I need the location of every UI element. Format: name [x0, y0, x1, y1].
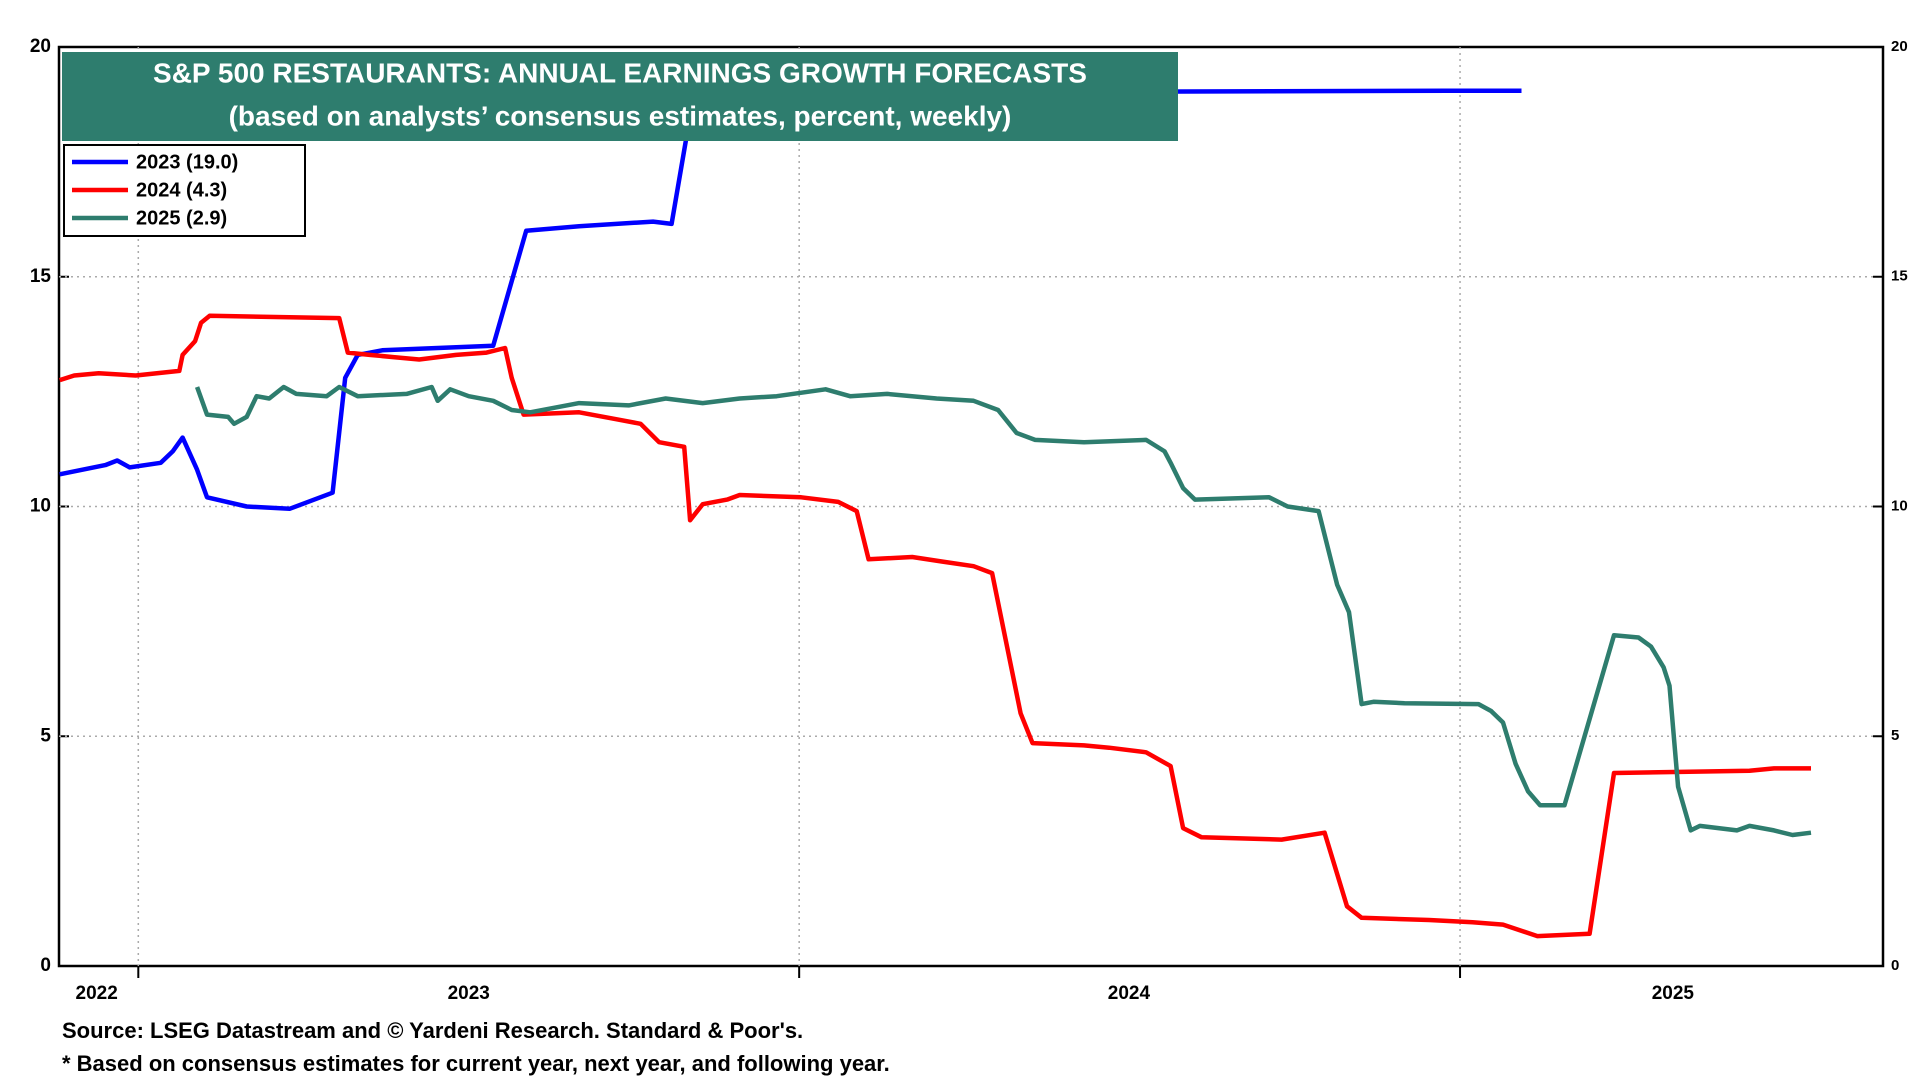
y-tick-label: 10: [30, 496, 51, 517]
y2-tick-label: 20: [1891, 38, 1908, 55]
y2-tick-label: 15: [1891, 268, 1908, 285]
x-tick-label: 2025: [1652, 983, 1695, 1004]
y2-tick-label: 0: [1891, 957, 1899, 974]
legend: 2023 (19.0) 2024 (4.3) 2025 (2.9): [72, 151, 238, 229]
y-tick-label: 5: [40, 725, 51, 746]
legend-label: 2024 (4.3): [136, 179, 227, 201]
legend-label: 2025 (2.9): [136, 207, 227, 229]
series-line: [59, 313, 1811, 939]
lines: [59, 88, 1812, 939]
x-tick-label: 2024: [1108, 983, 1151, 1004]
legend-label: 2023 (19.0): [136, 151, 238, 173]
series-line: [194, 384, 1812, 838]
grid: 0 5 10 15 20 0 5 10 15 20 2022 2023 2024 2025: [30, 36, 1908, 1004]
source-note: Source: LSEG Datastream and © Yardeni Re…: [62, 1018, 803, 1043]
x-tick-label: 2023: [448, 983, 490, 1004]
y-tick-label: 0: [40, 955, 51, 976]
title-box: [62, 52, 1178, 141]
series-line: [59, 88, 1522, 512]
y2-tick-label: 5: [1891, 727, 1899, 744]
y-tick-label: 15: [30, 266, 52, 287]
x-tick-label: 2022: [76, 983, 118, 1004]
y-tick-label: 20: [30, 36, 51, 57]
chart-title: S&P 500 RESTAURANTS: ANNUAL EARNINGS GRO…: [153, 57, 1087, 88]
footnote: * Based on consensus estimates for curre…: [62, 1051, 890, 1076]
chart-subtitle: (based on analysts’ consensus estimates,…: [229, 100, 1012, 131]
y2-tick-label: 10: [1891, 497, 1908, 514]
